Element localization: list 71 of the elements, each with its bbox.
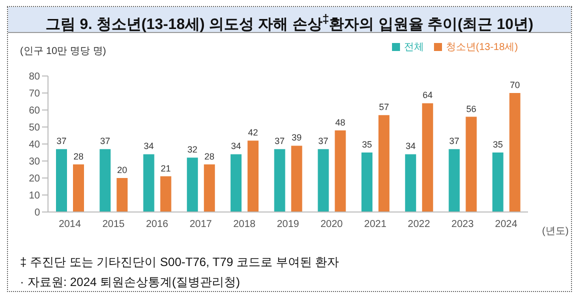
text: ‡ 주진단 또는 기타진단이 S00-T76, T79 코드로 부여된 환자	[20, 254, 340, 271]
data-label: 56	[466, 104, 476, 114]
x-tick-label: 2016	[146, 219, 169, 230]
x-tick-label: 2021	[364, 219, 387, 230]
y-tick-label: 80	[28, 72, 40, 83]
x-tick-label: 2017	[190, 219, 212, 230]
data-label: 42	[248, 128, 258, 138]
legend-label: 전체	[404, 42, 424, 53]
y-tick-label: 0	[34, 208, 40, 219]
bar	[334, 130, 346, 212]
bar	[361, 152, 372, 212]
data-label: 34	[406, 141, 416, 152]
x-tick-label: 2022	[408, 219, 430, 230]
y-tick-label: 20	[28, 174, 40, 185]
y-tick-label: 30	[28, 156, 40, 168]
chart-title: 그림 9. 청소년(13-18세) 의도성 자해 손상$^{‡}$환자의 입원율 추이(최근 10년)	[8, 7, 571, 33]
data-label: 37	[56, 136, 67, 146]
data-label: 48	[335, 117, 346, 128]
bar	[143, 154, 154, 212]
text: · 자료원: 2024 퇴원손상통계(질병관리청)	[20, 274, 240, 291]
data-label: 37	[449, 136, 460, 146]
bar	[160, 176, 172, 212]
data-label: 57	[378, 102, 389, 112]
data-label: 35	[362, 140, 372, 150]
bar	[405, 154, 416, 212]
y-axis-title: (인구 10만 명당 명)	[20, 45, 106, 58]
bar	[274, 149, 286, 212]
bar	[291, 146, 302, 212]
bar	[448, 149, 460, 212]
x-axis-title: (년도)	[542, 225, 569, 238]
legend-label: 청소년(13-18세)	[446, 42, 518, 53]
x-tick-label: 2015	[102, 219, 126, 230]
data-label: 28	[204, 151, 214, 162]
data-label: 37	[274, 136, 285, 146]
x-tick-label: 2024	[495, 219, 518, 230]
x-tick-label: 2014	[58, 219, 82, 230]
bar	[204, 164, 215, 212]
x-tick-label: 2018	[233, 219, 256, 230]
data-label: 37	[318, 136, 328, 146]
bar	[230, 154, 242, 212]
bar	[116, 178, 128, 212]
y-tick-label: 50	[28, 122, 40, 134]
bar	[186, 158, 198, 212]
data-label: 20	[117, 165, 128, 175]
data-label: 21	[160, 163, 171, 174]
bar	[509, 93, 520, 212]
bar	[73, 164, 84, 212]
bar	[100, 149, 111, 212]
x-tick-label: 2019	[276, 219, 300, 230]
data-label: 34	[231, 141, 242, 152]
x-tick-label: 2020	[320, 219, 344, 230]
data-label: 32	[187, 144, 198, 155]
data-label: 28	[73, 151, 84, 162]
bar	[318, 149, 329, 212]
y-tick-label: 70	[28, 88, 40, 100]
data-label: 34	[144, 141, 154, 152]
bar	[56, 149, 67, 212]
data-label: 37	[100, 136, 110, 146]
bar	[492, 152, 504, 212]
y-tick-label: 10	[28, 190, 40, 202]
bar	[378, 115, 390, 212]
x-tick-label: 2023	[451, 219, 474, 230]
bar	[248, 140, 259, 212]
bar	[466, 116, 477, 212]
data-label: 64	[422, 90, 433, 100]
y-tick-label: 60	[28, 106, 40, 117]
data-label: 70	[510, 80, 520, 90]
data-label: 35	[492, 140, 503, 150]
y-tick-label: 40	[28, 140, 40, 151]
bar	[422, 103, 434, 212]
data-label: 39	[292, 132, 302, 143]
